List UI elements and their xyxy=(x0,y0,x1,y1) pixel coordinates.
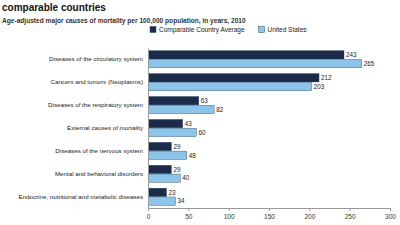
y-tick: Diseases of the nervous system xyxy=(55,147,148,154)
y-tick-label: Diseases of the respiratory system xyxy=(48,101,143,108)
x-tick: 200 xyxy=(304,208,315,220)
data-labels: 243 212 63 43 29 29 23 265 203 82 60 48 40 34 xyxy=(169,51,375,204)
x-tick: 0 xyxy=(147,208,151,220)
data-label: 34 xyxy=(177,197,185,204)
legend-item: Comparable Country Average xyxy=(150,26,245,34)
bar xyxy=(148,59,362,67)
data-label: 29 xyxy=(173,166,181,173)
data-label: 63 xyxy=(201,97,209,104)
legend: Comparable Country Average United States xyxy=(150,26,307,34)
y-tick-label: Diseases of the nervous system xyxy=(55,147,143,154)
data-label: 243 xyxy=(346,51,357,58)
data-label: 203 xyxy=(314,83,325,90)
y-tick: Mental and behavioral disorders xyxy=(55,170,148,177)
data-label: 40 xyxy=(182,174,190,181)
x-tick-label: 250 xyxy=(345,213,356,220)
bar xyxy=(148,119,183,127)
x-tick-label: 150 xyxy=(264,213,275,220)
x-tick-mark xyxy=(390,208,391,211)
legend-label: United States xyxy=(268,26,308,33)
bar xyxy=(148,82,312,90)
data-label: 29 xyxy=(173,143,181,150)
bar xyxy=(148,128,196,136)
legend-item: United States xyxy=(259,26,308,33)
y-tick-label: Mental and behavioral disorders xyxy=(55,170,143,177)
x-tick-mark xyxy=(188,208,189,211)
y-axis-line xyxy=(148,49,149,209)
bar xyxy=(148,142,171,150)
data-label: 48 xyxy=(189,152,197,159)
x-tick-mark xyxy=(350,208,351,211)
bar xyxy=(148,74,319,82)
data-label: 60 xyxy=(198,129,206,136)
subtitle: Age-adjusted major causes of mortality p… xyxy=(2,17,246,25)
title: comparable countries xyxy=(2,2,106,13)
y-tick: Endocrine, nutritional and metabolic dis… xyxy=(18,193,148,200)
bar xyxy=(148,165,171,173)
y-tick-label: Cancers and tumors (Neoplasms) xyxy=(50,78,143,85)
x-tick-label: 100 xyxy=(224,213,235,220)
data-label: 82 xyxy=(216,106,224,113)
y-axis: Diseases of the circulatory system Cancer… xyxy=(18,49,148,209)
y-tick: Cancers and tumors (Neoplasms) xyxy=(50,78,148,85)
data-label: 212 xyxy=(321,74,332,81)
y-tick-label: External causes of mortality xyxy=(67,124,144,131)
x-tick-mark xyxy=(229,208,230,211)
x-tick-label: 50 xyxy=(185,213,193,220)
x-tick: 50 xyxy=(185,208,193,220)
bar xyxy=(148,174,180,182)
bar xyxy=(148,96,199,104)
chart: comparable countries Age-adjusted major c… xyxy=(0,0,400,225)
y-tick-label: Endocrine, nutritional and metabolic dis… xyxy=(18,193,143,200)
bar xyxy=(148,188,167,196)
x-tick-label: 0 xyxy=(147,213,151,220)
x-tick-mark xyxy=(269,208,270,211)
x-tick: 100 xyxy=(224,208,235,220)
x-axis: 0 50 100 150 200 250 300 xyxy=(147,208,397,220)
legend-label: Comparable Country Average xyxy=(159,26,245,34)
legend-swatch xyxy=(259,27,265,33)
x-tick-label: 300 xyxy=(385,213,396,220)
bar xyxy=(148,51,344,59)
y-tick-label: Diseases of the circulatory system xyxy=(49,55,143,62)
bar xyxy=(148,151,187,159)
x-tick: 150 xyxy=(264,208,275,220)
x-tick: 300 xyxy=(385,208,396,220)
y-tick: Diseases of the circulatory system xyxy=(49,55,148,62)
y-tick: Diseases of the respiratory system xyxy=(48,101,148,108)
x-tick-mark xyxy=(309,208,310,211)
data-label: 43 xyxy=(185,120,193,127)
x-tick: 250 xyxy=(345,208,356,220)
y-tick: External causes of mortality xyxy=(67,124,148,131)
bar xyxy=(148,105,214,113)
data-label: 23 xyxy=(169,189,177,196)
bars xyxy=(148,51,362,206)
bar xyxy=(148,197,175,205)
data-label: 265 xyxy=(364,60,375,67)
x-tick-label: 200 xyxy=(304,213,315,220)
legend-swatch xyxy=(150,27,156,33)
